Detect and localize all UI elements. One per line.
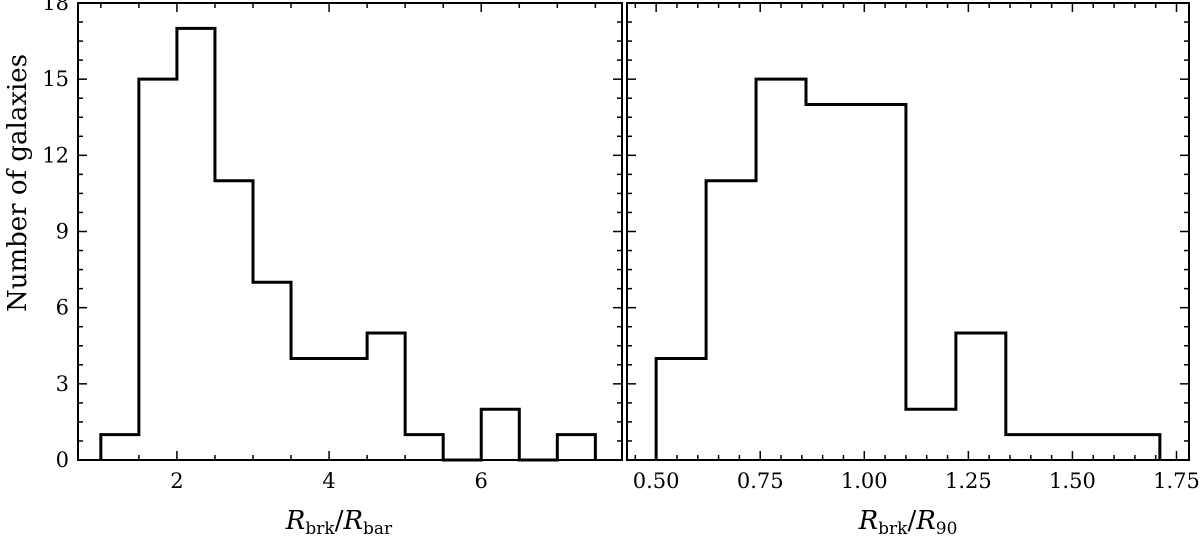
y-tick-label: 18 — [42, 0, 69, 15]
panel-1-x-axis-label: Rbrk/R90 — [858, 506, 958, 538]
panel-0-tick-labels: 0 3 6 9 12 15 18 2 4 6 — [42, 0, 488, 493]
panel-1-tick-labels: 0.50 0.75 1.00 1.25 1.50 1.75 — [633, 469, 1200, 493]
x-tick-label: 1.25 — [945, 469, 992, 493]
y-tick-label: 15 — [42, 67, 69, 91]
panel-0-axes-frame — [77, 2, 623, 461]
y-axis-label: Number of galaxies — [3, 54, 33, 312]
x-tick-label: 0.75 — [737, 469, 784, 493]
x-tick-label: 1.75 — [1153, 469, 1200, 493]
panel-1-axes-frame — [626, 2, 1190, 461]
y-tick-label: 9 — [56, 220, 69, 244]
x-tick-label: 2 — [170, 469, 183, 493]
y-tick-label: 12 — [42, 143, 69, 167]
panel-1-ticks — [627, 2, 1189, 461]
x-tick-label: 0.50 — [633, 469, 680, 493]
panel-0-histogram-outline — [99, 26, 597, 462]
panel-1-histogram-outline — [654, 77, 1162, 460]
x-tick-label: 4 — [322, 469, 335, 493]
panel-0-ticks — [78, 2, 622, 461]
y-tick-label: 0 — [56, 448, 69, 472]
x-tick-label: 1.50 — [1049, 469, 1096, 493]
x-tick-label: 1.00 — [841, 469, 888, 493]
x-tick-label: 6 — [475, 469, 488, 493]
panel-0-x-axis-label: Rbrk/Rbar — [285, 506, 393, 538]
y-tick-label: 3 — [56, 372, 69, 396]
y-tick-label: 6 — [56, 296, 69, 320]
panel-rbrk-r90: 0.50 0.75 1.00 1.25 1.50 1.75 Rbrk/R90 — [626, 2, 1200, 538]
panel-rbrk-rbar: 0 3 6 9 12 15 18 2 4 6 Rbrk/Rbar Number of galaxi… — [3, 0, 623, 538]
